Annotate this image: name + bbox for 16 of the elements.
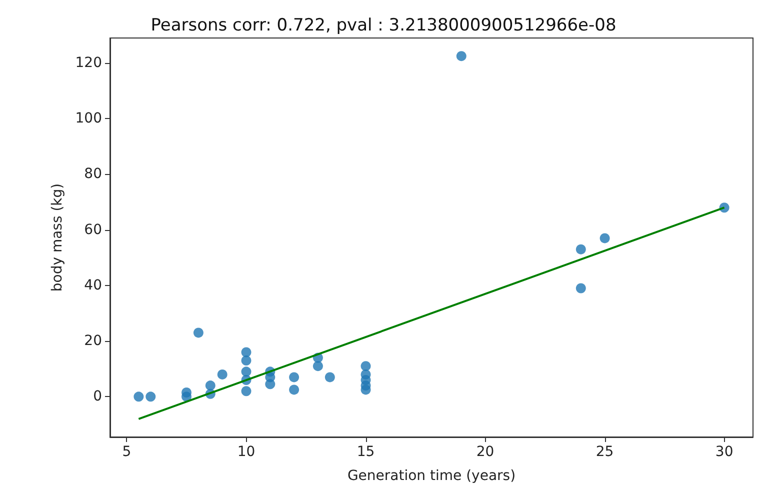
x-axis-title: Generation time (years) [347,468,516,484]
chart-title: Pearsons corr: 0.722, pval : 3.2138000900512966e-08 [150,16,616,36]
y-tick-label: 120 [75,55,102,72]
x-tick-label: 20 [476,444,494,460]
x-tick-label: 15 [356,444,375,460]
y-tick-label: 20 [84,333,102,350]
y-axis-title: body mass (kg) [49,183,66,292]
x-tick-label: 30 [715,444,734,460]
y-tick-label: 80 [84,166,102,182]
x-tick-label: 5 [122,444,132,460]
y-tick-label: 40 [84,277,102,294]
y-tick-label: 0 [93,388,102,405]
y-tick-label: 60 [84,222,102,238]
y-tick-label: 100 [75,110,102,127]
x-tick-label: 10 [237,444,256,460]
x-tick-label: 25 [596,444,614,460]
